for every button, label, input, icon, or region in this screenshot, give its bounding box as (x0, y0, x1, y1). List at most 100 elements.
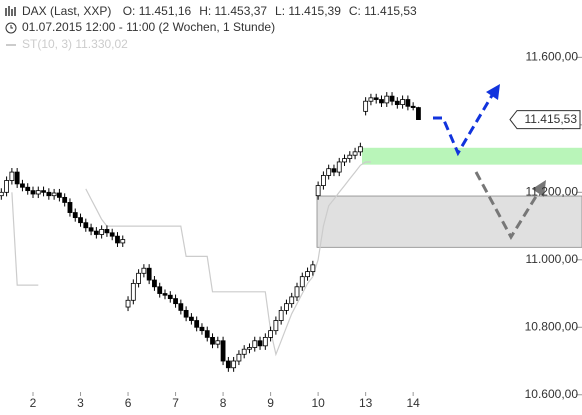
x-tick-label: 2 (30, 396, 37, 410)
candle-body (130, 283, 136, 301)
forecast-arrows (433, 84, 546, 240)
candle-body (199, 326, 205, 332)
candle-body (115, 235, 120, 244)
candle-body (141, 267, 147, 274)
chart-title: DAX (Last, XXP) (22, 4, 111, 18)
candle-body (46, 191, 52, 197)
y-tick-label: 10.600,00 (525, 387, 579, 401)
candle-body (136, 272, 142, 284)
candle-body (389, 95, 395, 102)
clock-icon (5, 22, 17, 34)
candle-body (273, 320, 279, 332)
candle-body (299, 276, 305, 288)
candle-body (289, 296, 295, 305)
candle-body (225, 360, 231, 369)
candle-body (368, 97, 374, 102)
candle-body (99, 229, 105, 235)
candle-body (363, 100, 369, 112)
x-tick-label: 10 (311, 396, 325, 410)
candle-body (373, 97, 379, 100)
zones (316, 147, 582, 248)
candle-body (379, 99, 384, 104)
header-value: L: 11.415,39 (275, 4, 341, 18)
x-tick-label: 9 (267, 396, 274, 410)
candle-body (252, 340, 258, 348)
candle-body (173, 298, 178, 305)
candle-body (162, 293, 168, 296)
candle-body (384, 95, 390, 104)
candle-body (357, 146, 363, 153)
candle-body (109, 232, 115, 237)
candle-body (67, 202, 73, 213)
candle-body (146, 267, 152, 281)
candle-body (231, 360, 237, 369)
candle-body (210, 336, 215, 345)
candle-body (183, 310, 189, 318)
candle-body (294, 286, 300, 298)
y-tick-label: 10.800,00 (525, 319, 579, 333)
candle-body (305, 271, 310, 278)
x-tick-label: 7 (172, 396, 179, 410)
price-marker (509, 110, 581, 130)
candle-body (41, 190, 46, 193)
blue-arrow-head (486, 84, 500, 100)
candle-body (220, 340, 226, 362)
y-tick-label: 11.200,00 (526, 184, 579, 198)
header: DAX (Last, XXP) O: 11.451,16 H: 11.453,37… (5, 4, 417, 51)
x-tick-label: 8 (220, 396, 227, 410)
blue-arrow (433, 91, 496, 157)
candle-body (30, 190, 36, 195)
candle-body (268, 330, 274, 338)
indicator-line (11, 161, 371, 357)
candle-body (241, 348, 247, 355)
candle-body (257, 340, 263, 347)
candle-body (9, 171, 15, 181)
candle-body (4, 180, 9, 193)
candle-body (188, 316, 194, 321)
candle-body (62, 196, 68, 203)
candle-body (278, 310, 284, 321)
candle-body (57, 192, 62, 198)
gray-arrow (474, 171, 542, 240)
candle-body (167, 294, 173, 299)
candle-body (0, 191, 4, 197)
header-value: H: 11.453,37 (199, 4, 267, 18)
candle-body (342, 158, 347, 163)
zone (362, 147, 582, 165)
candle-body (284, 303, 289, 311)
header-value: C: 11.415,53 (349, 4, 417, 18)
candle-body (51, 192, 57, 197)
indicator-label: ST(10, 3) 11.330,02 (22, 37, 128, 51)
subtitle: 01.07.2015 12:00 - 11:00 (2 Wochen, 1 St… (22, 20, 275, 34)
candle-body (14, 171, 20, 185)
candle-body (20, 183, 25, 188)
candle-body (310, 264, 316, 273)
candle-body (352, 151, 358, 156)
gray-arrow-head (532, 180, 546, 197)
candle-body (178, 303, 184, 311)
price-label: 11.415,53 (525, 112, 578, 126)
candle-body (347, 154, 353, 159)
candle-body (262, 336, 268, 347)
candle-body (104, 229, 110, 234)
chart-icon (5, 6, 16, 16)
y-tick-label: 11.000,00 (526, 252, 579, 266)
candle-body (236, 353, 242, 362)
candle-body (410, 105, 416, 108)
clock-hand (10, 25, 13, 29)
header-value: O: 11.451,16 (123, 4, 192, 18)
candle-body (320, 175, 326, 186)
candle-body (35, 190, 41, 195)
candle-body (204, 330, 210, 338)
candle-body (125, 299, 131, 308)
y-tick-label: 11.600,00 (526, 50, 579, 64)
candle-body (72, 212, 78, 219)
candle-body (394, 100, 400, 105)
plot (0, 92, 421, 372)
x-tick-label: 6 (125, 396, 132, 410)
candle-body (215, 340, 221, 345)
candle-body (78, 217, 83, 224)
header-line: DAX (Last, XXP) O: 11.451,16 H: 11.453,37… (22, 4, 417, 18)
candle-body (336, 161, 342, 173)
